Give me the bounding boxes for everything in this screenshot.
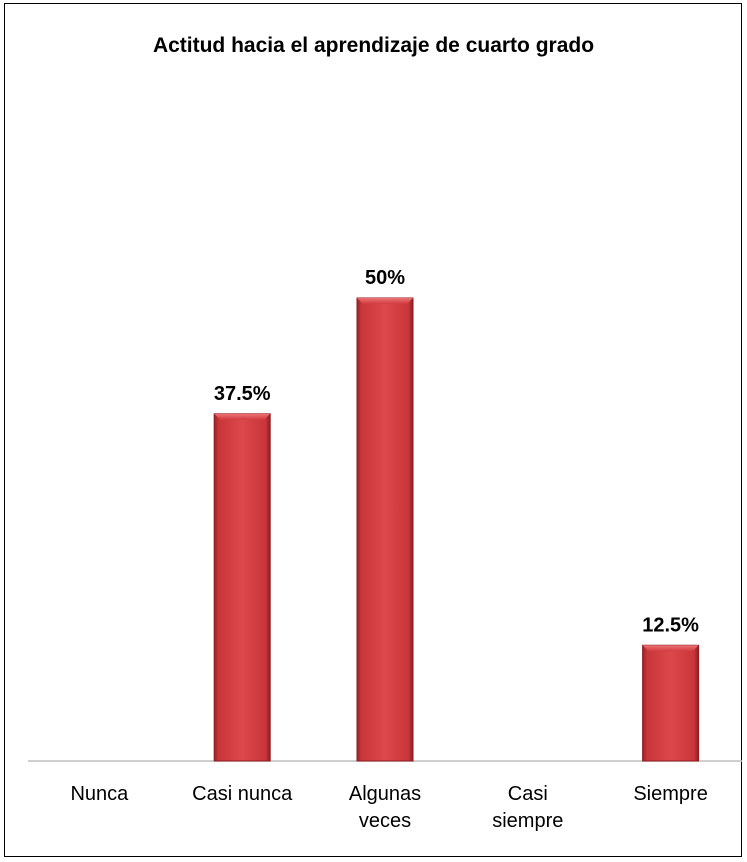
- bar-casi-nunca: [213, 413, 271, 762]
- category-label-algunas-veces: Algunas veces: [349, 783, 421, 832]
- bars-group: [213, 297, 700, 762]
- category-label-siempre: Siempre: [633, 783, 707, 805]
- chart-title: Actitud hacia el aprendizaje de cuarto g…: [152, 34, 595, 57]
- category-label-nunca: Nunca: [70, 783, 129, 805]
- bar-algunas-veces: [356, 297, 414, 762]
- data-label-casi-nunca: 37.5%: [214, 383, 271, 405]
- category-label-casi-nunca: Casi nunca: [192, 783, 293, 805]
- category-labels-group: Nunca Casi nunca Algunas veces Casi siempre Si…: [70, 783, 707, 832]
- bar-siempre: [642, 644, 700, 762]
- data-label-algunas-veces: 50%: [365, 267, 405, 289]
- data-labels-group: 37.5% 50% 12.5%: [214, 267, 699, 636]
- category-label-casi-siempre: Casi siempre: [492, 783, 563, 832]
- data-label-siempre: 12.5%: [642, 614, 699, 636]
